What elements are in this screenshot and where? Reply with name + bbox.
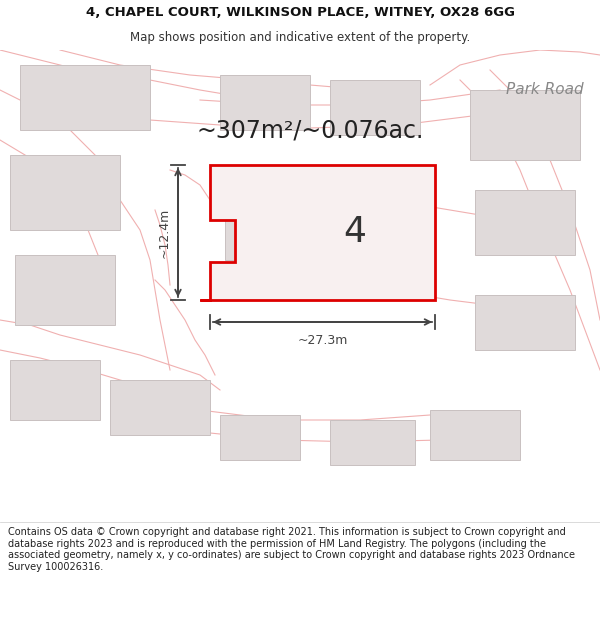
Text: 4: 4	[343, 216, 367, 249]
Text: ~307m²/~0.076ac.: ~307m²/~0.076ac.	[196, 118, 424, 142]
Bar	[475, 295, 575, 350]
Text: Map shows position and indicative extent of the property.: Map shows position and indicative extent…	[130, 31, 470, 44]
Bar	[20, 65, 150, 130]
Bar	[10, 155, 120, 230]
Bar	[220, 415, 300, 460]
Text: ~27.3m: ~27.3m	[298, 334, 347, 346]
Bar	[330, 80, 420, 135]
Bar	[330, 420, 415, 465]
Polygon shape	[200, 165, 435, 300]
Text: Contains OS data © Crown copyright and database right 2021. This information is : Contains OS data © Crown copyright and d…	[8, 527, 575, 572]
Bar	[225, 205, 295, 260]
Bar	[220, 75, 310, 130]
Text: ~12.4m: ~12.4m	[157, 208, 170, 258]
Bar	[475, 190, 575, 255]
Bar	[430, 410, 520, 460]
Bar	[470, 90, 580, 160]
Bar	[10, 360, 100, 420]
Bar	[110, 380, 210, 435]
Bar	[15, 255, 115, 325]
Text: 4, CHAPEL COURT, WILKINSON PLACE, WITNEY, OX28 6GG: 4, CHAPEL COURT, WILKINSON PLACE, WITNEY…	[86, 6, 515, 19]
Text: Park Road: Park Road	[506, 82, 584, 98]
